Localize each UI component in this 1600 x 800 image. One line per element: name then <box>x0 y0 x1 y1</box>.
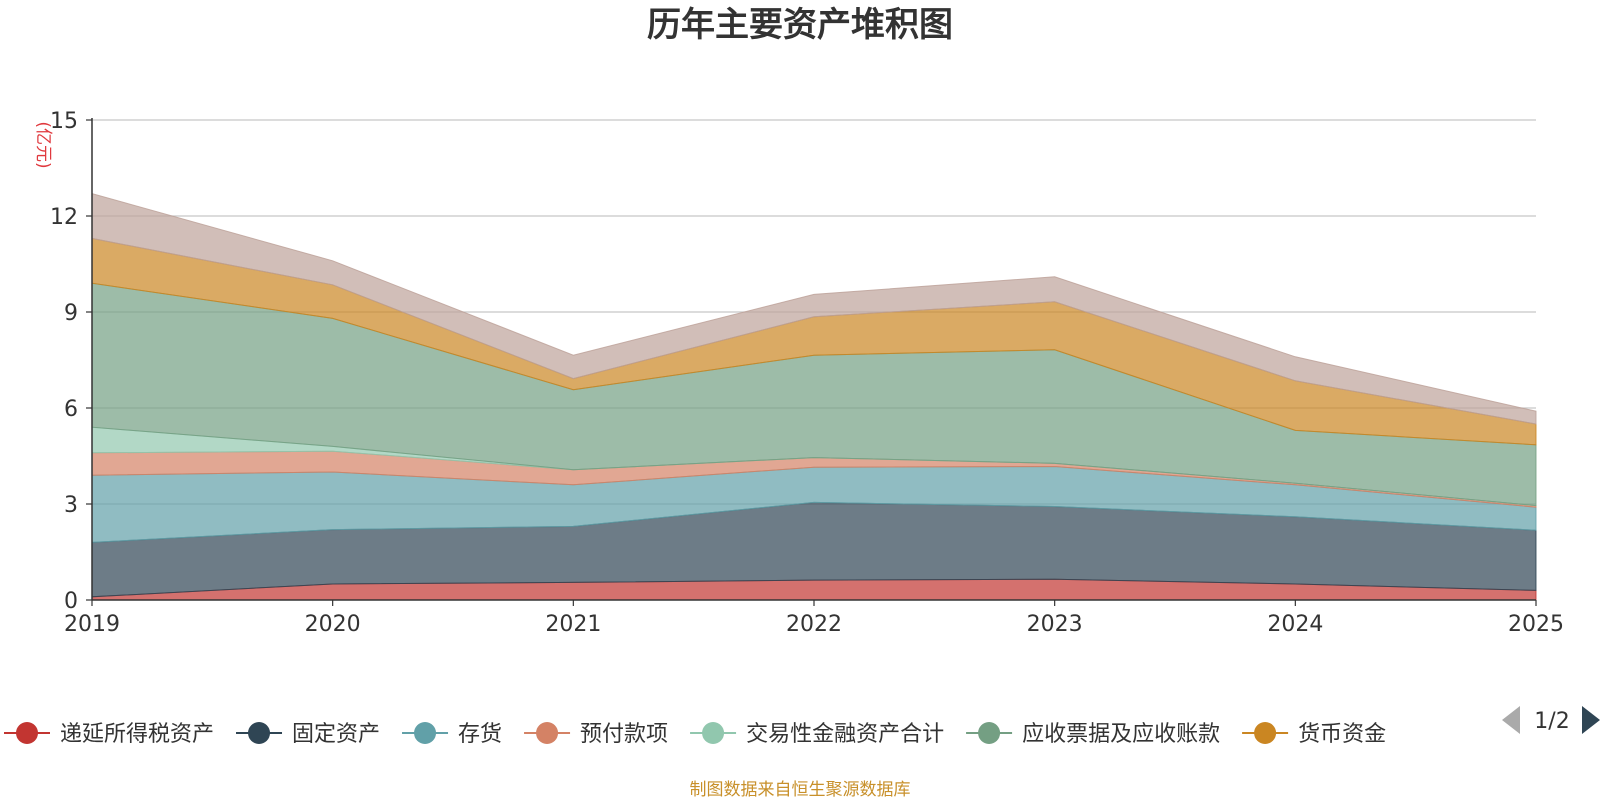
legend-prev-page-icon[interactable] <box>1502 706 1520 734</box>
y-axis-unit-label: (亿元) <box>33 121 53 168</box>
legend-marker-icon <box>414 722 437 744</box>
legend-label: 存货 <box>458 722 502 747</box>
area-series-group <box>91 192 1537 601</box>
legend-label: 应收票据及应收账款 <box>1022 722 1220 747</box>
legend-page-indicator: 1/2 <box>1534 709 1569 734</box>
x-tick-label: 2020 <box>305 612 361 637</box>
legend-label: 交易性金融资产合计 <box>746 722 944 747</box>
y-tick-label: 15 <box>50 109 78 134</box>
legend-marker-icon <box>16 722 38 744</box>
legend-item-1[interactable]: 递延所得税资产 <box>4 722 214 747</box>
area-series-8[interactable] <box>91 192 1537 425</box>
legend-marker-icon <box>702 722 725 744</box>
y-tick-label: 6 <box>64 397 78 422</box>
legend-marker-icon <box>978 722 1001 744</box>
legend-pager: 1/2 <box>1502 706 1600 734</box>
x-tick-label: 2019 <box>64 612 120 637</box>
legend-label: 递延所得税资产 <box>60 722 214 747</box>
x-tick-label: 2021 <box>545 612 601 637</box>
legend-item-4[interactable]: 预付款项 <box>524 722 668 747</box>
x-tick-label: 2024 <box>1267 612 1323 637</box>
legend-marker-icon <box>248 722 271 744</box>
y-tick-label: 3 <box>64 493 78 518</box>
y-tick-label: 12 <box>50 205 78 230</box>
axes: 0 3 6 9 12 15 2019 2020 2021 2022 2023 2024 2025 <box>50 109 1564 637</box>
legend-marker-icon <box>536 722 559 744</box>
y-tick-label: 0 <box>64 589 78 614</box>
legend-label: 货币资金 <box>1298 722 1386 747</box>
x-tick-label: 2022 <box>786 612 842 637</box>
chart-title: 历年主要资产堆积图 <box>647 5 953 45</box>
legend: 递延所得税资产 固定资产 存货 预付款项 交易性金融资产合计 应收票据及应收账款 货币资金 <box>4 722 1386 747</box>
x-tick-label: 2023 <box>1027 612 1083 637</box>
legend-marker-icon <box>1254 722 1277 744</box>
legend-item-5[interactable]: 交易性金融资产合计 <box>690 722 944 747</box>
legend-item-3[interactable]: 存货 <box>402 722 502 747</box>
legend-item-6[interactable]: 应收票据及应收账款 <box>966 722 1220 747</box>
y-tick-label: 9 <box>64 301 78 326</box>
legend-item-2[interactable]: 固定资产 <box>236 722 380 747</box>
legend-item-7[interactable]: 货币资金 <box>1242 722 1386 747</box>
data-source-note: 制图数据来自恒生聚源数据库 <box>690 780 911 800</box>
legend-label: 固定资产 <box>292 722 380 747</box>
x-tick-label: 2025 <box>1508 612 1564 637</box>
legend-next-page-icon[interactable] <box>1582 706 1600 734</box>
legend-label: 预付款项 <box>580 722 668 747</box>
